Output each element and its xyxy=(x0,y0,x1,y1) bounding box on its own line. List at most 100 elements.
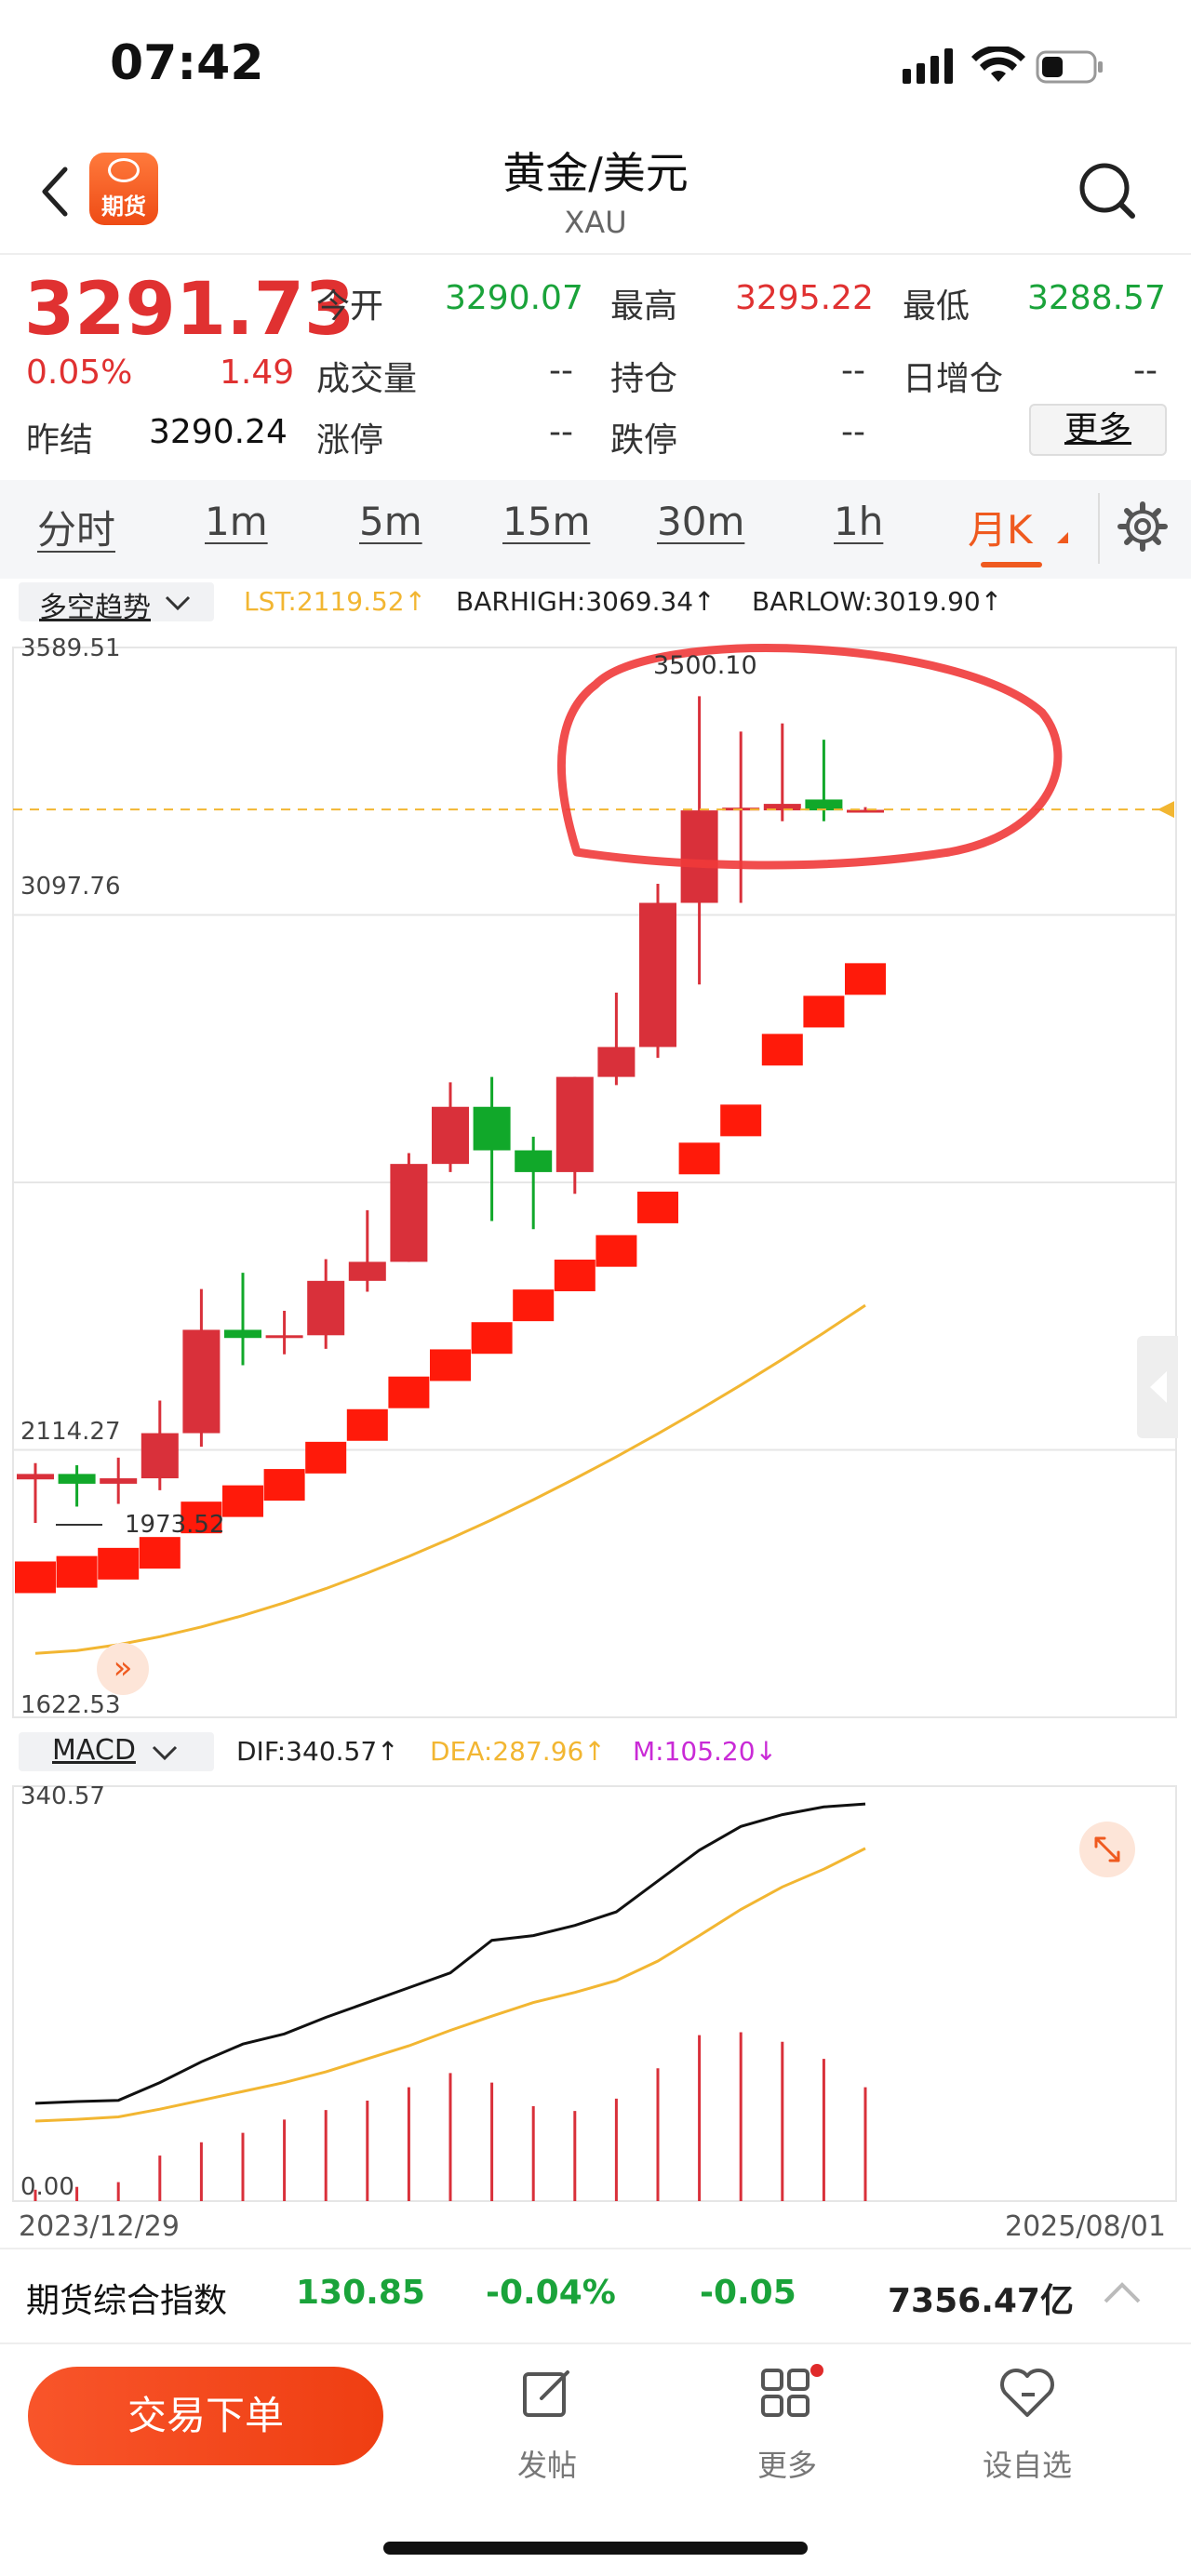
high-label: 最高 xyxy=(610,287,678,326)
candle-body xyxy=(639,902,676,1048)
status-icons xyxy=(903,47,1103,84)
tab-1m[interactable]: 1m xyxy=(205,499,268,544)
dea-line xyxy=(34,1847,866,2123)
back-icon[interactable] xyxy=(39,166,71,218)
index-change: -0.05 xyxy=(700,2274,796,2312)
y-label-bottom: 1622.53 xyxy=(20,1691,121,1719)
lst-block xyxy=(720,1104,762,1137)
notification-dot xyxy=(810,2364,823,2377)
more-label[interactable]: 更多 xyxy=(756,2448,817,2483)
macd-selector-bg xyxy=(19,1732,214,1771)
open-label: 今开 xyxy=(316,287,384,326)
dif-line xyxy=(34,1802,866,2105)
candle-body xyxy=(680,810,718,903)
side-drawer-handle[interactable] xyxy=(1137,1336,1178,1438)
trend-indicator-selector[interactable]: 多空趋势 xyxy=(39,592,151,624)
change-value: 1.49 xyxy=(220,354,295,392)
date-end: 2025/08/01 xyxy=(1005,2210,1166,2243)
tab-1h[interactable]: 1h xyxy=(834,499,884,544)
chevron-down-icon[interactable] xyxy=(164,594,192,612)
tab-5m[interactable]: 5m xyxy=(359,499,422,544)
more-grid-icon[interactable] xyxy=(759,2363,830,2423)
dif-value: DIF:340.57↑ xyxy=(236,1736,399,1767)
open-value: 3290.07 xyxy=(445,279,583,317)
candle-body xyxy=(265,1335,303,1339)
daily-inc-label: 日增仓 xyxy=(903,360,1004,398)
home-indicator xyxy=(383,2542,808,2555)
limit-down-value: -- xyxy=(841,413,865,451)
post-label[interactable]: 发帖 xyxy=(516,2448,577,2483)
candle-body xyxy=(307,1280,345,1336)
m-value: M:105.20↓ xyxy=(633,1736,778,1767)
annotation-circle xyxy=(556,644,1063,870)
search-icon[interactable] xyxy=(1075,158,1140,223)
candle-body xyxy=(473,1106,511,1151)
candle-body xyxy=(597,1047,636,1077)
index-bar[interactable] xyxy=(0,2248,1191,2344)
index-name: 期货综合指数 xyxy=(26,2282,228,2320)
candle-body xyxy=(763,804,801,811)
wifi-icon xyxy=(971,47,1025,82)
candle-body xyxy=(58,1474,96,1484)
battery-icon xyxy=(1036,50,1103,84)
barlow-value: BARLOW:3019.90↑ xyxy=(752,586,1003,617)
logo-mark xyxy=(108,158,140,182)
low-label: 最低 xyxy=(903,287,970,326)
chevron-up-icon[interactable] xyxy=(1102,2279,1143,2307)
candle-body xyxy=(432,1106,469,1165)
lst-block xyxy=(222,1485,263,1517)
lst-block xyxy=(596,1235,637,1267)
active-tab-indicator xyxy=(981,562,1042,567)
lst-block xyxy=(263,1469,305,1502)
lst-block xyxy=(678,1142,720,1175)
candle-body xyxy=(348,1261,386,1281)
peak-price-label: 3500.10 xyxy=(653,651,757,680)
candle-body xyxy=(141,1433,179,1479)
lst-value: LST:2119.52↑ xyxy=(244,586,427,617)
tab-monthly-dropdown-icon[interactable] xyxy=(1057,532,1068,543)
lst-block xyxy=(554,1259,596,1291)
tab-15m[interactable]: 15m xyxy=(502,499,591,544)
y-label-mid: 3097.76 xyxy=(20,873,121,901)
candle-body xyxy=(17,1474,54,1480)
tab-divider xyxy=(1098,493,1100,564)
position-label: 持仓 xyxy=(610,360,678,398)
settings-gear-icon[interactable] xyxy=(1117,501,1169,553)
fullscreen-icon[interactable] xyxy=(1079,1822,1135,1877)
y-label-low: 2114.27 xyxy=(20,1418,121,1446)
candlestick-chart[interactable] xyxy=(0,629,1191,1727)
date-start: 2023/12/29 xyxy=(19,2210,180,2243)
candle-body xyxy=(515,1150,553,1172)
expand-left-icon[interactable]: » xyxy=(97,1643,149,1695)
watchlist-label[interactable]: 设自选 xyxy=(982,2448,1072,2483)
daily-inc-value: -- xyxy=(1133,352,1158,390)
badge-text: 期货 xyxy=(101,194,146,220)
lst-block xyxy=(845,963,886,995)
volume-value: -- xyxy=(549,352,573,390)
line-value-label: 1973.52 xyxy=(125,1511,225,1539)
lst-block xyxy=(346,1408,388,1441)
lst-block xyxy=(388,1376,430,1408)
high-value: 3295.22 xyxy=(735,279,874,317)
watchlist-heart-icon[interactable] xyxy=(997,2365,1057,2421)
macd-y-bottom: 0.00 xyxy=(20,2173,74,2201)
header-divider xyxy=(0,253,1191,255)
macd-chevron-down-icon[interactable] xyxy=(151,1743,179,1762)
macd-frame xyxy=(12,1785,1177,2202)
lst-block xyxy=(56,1555,98,1588)
candle-body xyxy=(224,1329,261,1339)
y-label-top: 3589.51 xyxy=(20,634,121,662)
signal-icon xyxy=(903,48,953,84)
tab-timeshare[interactable]: 分时 xyxy=(37,507,116,553)
page-title: 黄金/美元 xyxy=(502,148,689,198)
tab-monthly[interactable]: 月K xyxy=(968,507,1033,553)
post-edit-icon[interactable] xyxy=(519,2365,575,2421)
prev-close-value: 3290.24 xyxy=(149,413,288,451)
macd-selector[interactable]: MACD xyxy=(52,1734,136,1767)
futures-app-icon[interactable]: 期货 xyxy=(89,153,158,225)
tab-30m[interactable]: 30m xyxy=(657,499,745,544)
more-button[interactable]: 更多 xyxy=(1029,404,1167,456)
current-price-marker xyxy=(1158,801,1174,819)
macd-chart[interactable] xyxy=(0,1777,1191,2205)
trade-order-button[interactable]: 交易下单 xyxy=(28,2367,383,2465)
